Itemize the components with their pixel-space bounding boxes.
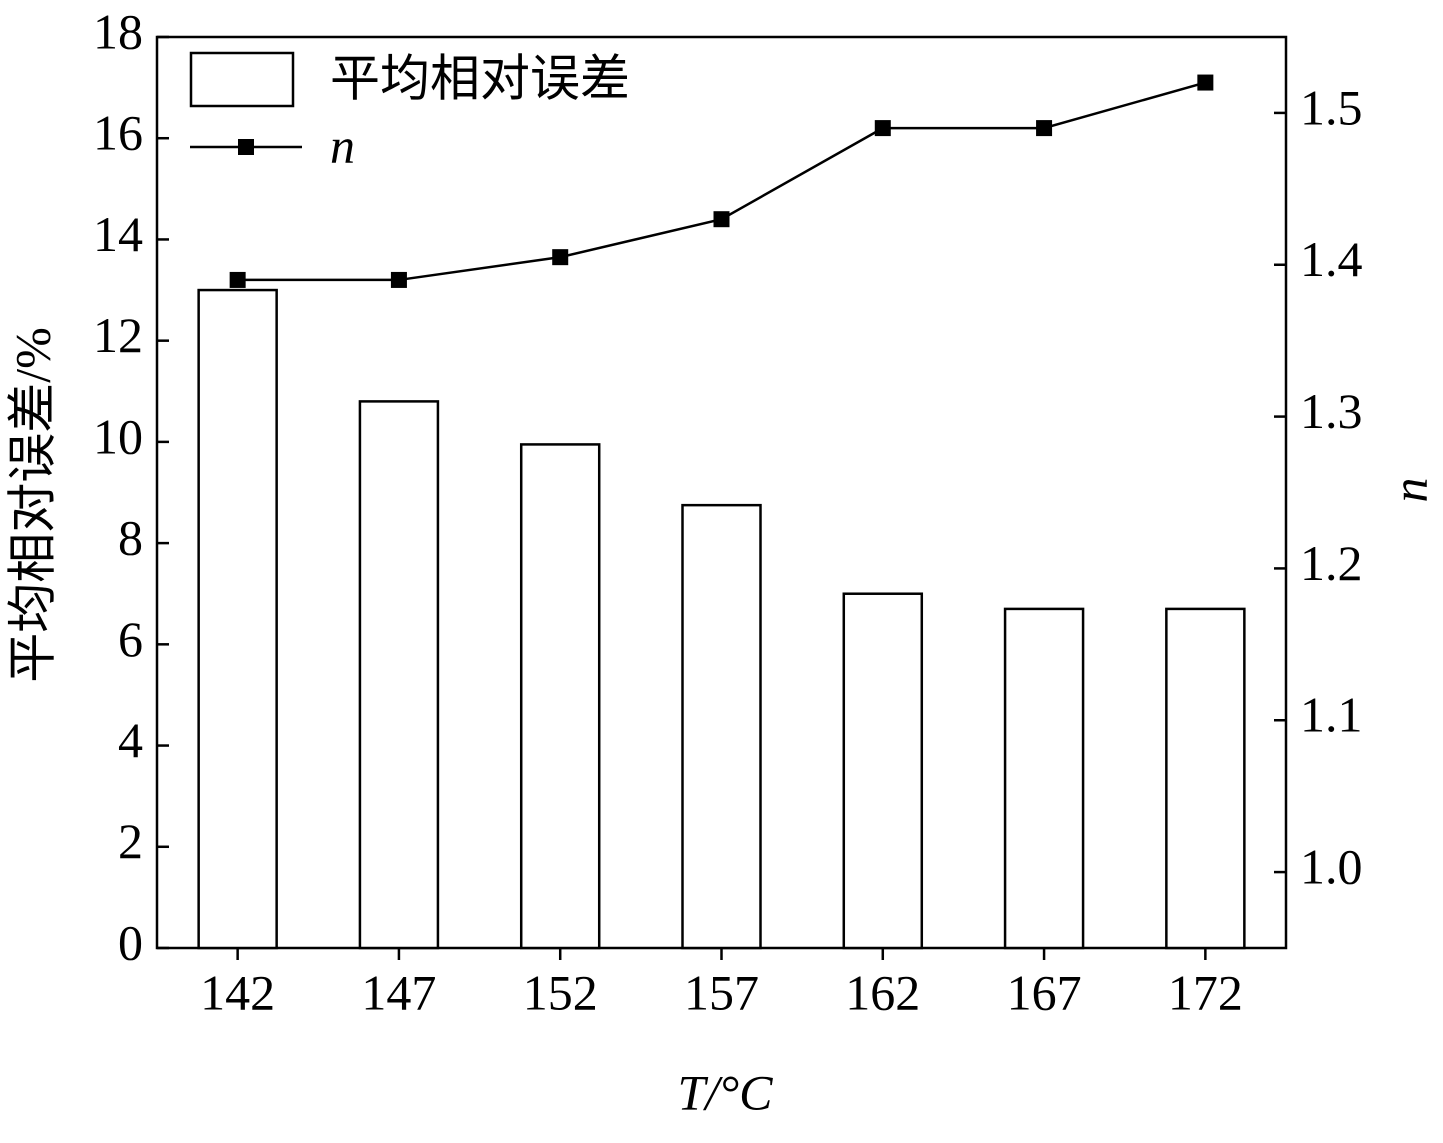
bar xyxy=(197,288,278,950)
x-tick-label: 142 xyxy=(200,964,275,1020)
bar xyxy=(1165,607,1246,950)
legend-swatch xyxy=(189,51,295,108)
y2-tick-label: 1.3 xyxy=(1300,383,1363,439)
y-tick-label: 18 xyxy=(93,3,143,59)
y-tick-label: 8 xyxy=(118,510,143,566)
y-axis-label: 平均相对误差/% xyxy=(4,327,60,683)
legend-marker xyxy=(238,139,254,155)
y-tick-label: 0 xyxy=(118,914,143,970)
y2-tick-label: 1.5 xyxy=(1300,79,1363,135)
x-tick-label: 147 xyxy=(361,964,436,1020)
x-tick-label: 162 xyxy=(845,964,920,1020)
y-tick-label: 12 xyxy=(93,307,143,363)
x-tick-label: 172 xyxy=(1168,964,1243,1020)
y-tick-label: 14 xyxy=(93,206,143,262)
marker xyxy=(552,249,569,266)
x-axis-label: T/°C xyxy=(677,1064,773,1120)
marker xyxy=(390,271,407,288)
bar xyxy=(842,592,924,950)
marker xyxy=(1197,74,1214,91)
bar xyxy=(519,443,601,950)
bar xyxy=(681,503,762,950)
legend-label: 平均相对误差 xyxy=(330,50,630,106)
x-tick-label: 152 xyxy=(523,964,598,1020)
line xyxy=(237,81,1206,282)
marker xyxy=(713,211,730,228)
y-tick-label: 2 xyxy=(118,813,143,869)
bar xyxy=(358,400,440,950)
bar xyxy=(1003,607,1085,950)
y-tick-label: 4 xyxy=(118,712,143,768)
y2-tick-label: 1.4 xyxy=(1300,231,1363,287)
marker xyxy=(229,271,246,288)
x-tick-label: 167 xyxy=(1007,964,1082,1020)
y-tick-label: 6 xyxy=(118,611,143,667)
y-tick-label: 10 xyxy=(93,408,143,464)
y2-axis-label: n xyxy=(1381,478,1437,503)
y2-tick-label: 1.0 xyxy=(1300,839,1363,895)
y-tick-label: 16 xyxy=(93,105,143,161)
y2-tick-label: 1.1 xyxy=(1300,687,1363,743)
x-tick-label: 157 xyxy=(684,964,759,1020)
legend-label: n xyxy=(330,117,355,173)
marker xyxy=(1036,120,1053,137)
y2-tick-label: 1.2 xyxy=(1300,535,1363,591)
marker xyxy=(874,120,891,137)
